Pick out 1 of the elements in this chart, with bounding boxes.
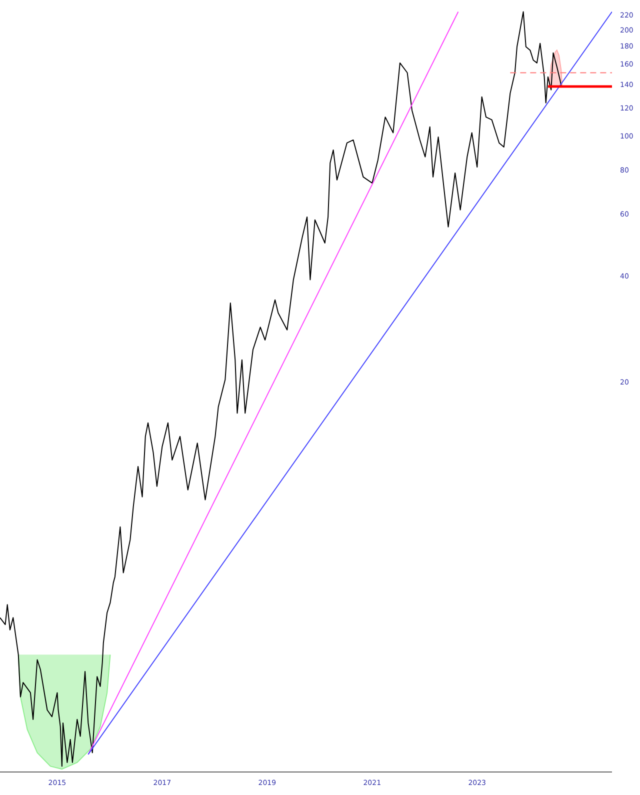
- line-series: [0, 11, 562, 767]
